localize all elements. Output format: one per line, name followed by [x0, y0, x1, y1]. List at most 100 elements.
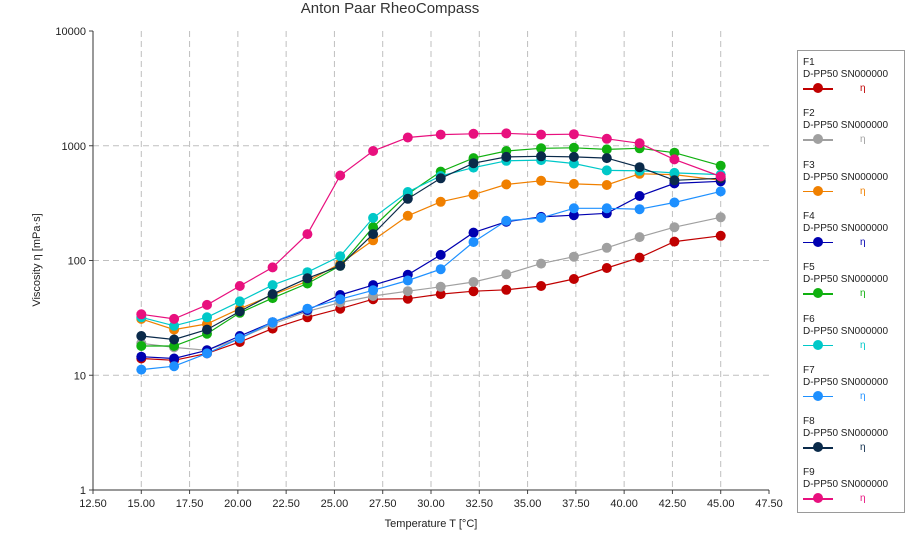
data-point	[501, 215, 512, 226]
y-tick-label: 1	[80, 485, 86, 497]
series-line-f3	[141, 173, 721, 331]
legend-symbol: η	[860, 185, 866, 197]
legend-symbol: η	[860, 442, 866, 454]
data-point	[669, 167, 680, 178]
legend-series-name: F1	[803, 57, 815, 68]
data-point	[169, 361, 180, 372]
y-tick-label: 10	[74, 370, 86, 382]
data-point	[536, 212, 547, 223]
data-point	[136, 351, 147, 362]
legend-item-f9: F9 D-PP50 SN000000 η	[798, 467, 904, 519]
x-tick-label: 32.50	[466, 498, 494, 510]
y-tick-label: 10000	[55, 26, 86, 38]
data-point	[169, 313, 180, 324]
data-point	[634, 204, 645, 215]
data-point	[601, 153, 612, 164]
legend-device: D-PP50 SN000000	[803, 222, 889, 234]
data-point	[568, 251, 579, 262]
data-point	[136, 364, 147, 375]
series-layer	[136, 128, 726, 375]
legend-device: D-PP50 SN000000	[803, 325, 889, 337]
data-point	[568, 203, 579, 214]
legend-symbol: η	[860, 390, 866, 402]
legend-device: D-PP50 SN000000	[803, 479, 889, 491]
legend-symbol: η	[860, 339, 866, 351]
series-line-f9	[141, 132, 721, 320]
legend-series-name: F8	[803, 416, 815, 428]
data-point	[468, 286, 479, 297]
x-tick-label: 12.50	[79, 498, 107, 510]
legend-device: D-PP50 SN000000	[803, 274, 889, 286]
data-point	[501, 179, 512, 190]
legend-device: D-PP50 SN000000	[803, 69, 889, 80]
legend-item-f5: F5 D-PP50 SN000000 η	[798, 262, 904, 314]
data-point	[368, 146, 379, 156]
data-point	[715, 212, 726, 223]
x-tick-label: 40.00	[610, 498, 638, 510]
data-point	[669, 197, 680, 208]
legend-item-f2: F2 D-PP50 SN000000 η	[798, 108, 904, 160]
data-point	[234, 333, 245, 344]
legend-marker-swatch	[813, 288, 823, 299]
data-point	[136, 341, 147, 351]
data-point	[601, 165, 612, 176]
legend-item-f1: F1 D-PP50 SN000000 η	[798, 57, 904, 109]
data-point	[335, 260, 346, 271]
data-point	[715, 160, 726, 171]
chart-title: Anton Paar RheoCompass	[300, 0, 480, 17]
legend-marker-swatch	[813, 236, 823, 247]
x-tick-label: 20.00	[224, 498, 252, 510]
data-point	[568, 151, 579, 162]
data-point	[501, 269, 512, 280]
data-point	[402, 293, 413, 304]
data-point	[202, 324, 212, 335]
data-point	[634, 162, 645, 173]
data-point	[335, 251, 346, 262]
series-f9	[136, 128, 726, 324]
data-point	[368, 229, 379, 240]
data-point	[536, 151, 547, 162]
legend-item-f3: F3 D-PP50 SN000000 η	[798, 160, 904, 212]
legend-marker-swatch	[813, 134, 823, 145]
data-point	[267, 280, 278, 291]
legend-marker-swatch	[813, 493, 823, 504]
legend-series-name: F3	[803, 159, 815, 171]
data-point	[335, 170, 346, 181]
series-line-f6	[141, 159, 721, 327]
series-line-f1	[141, 235, 721, 361]
data-point	[669, 236, 680, 247]
legend-marker-swatch	[813, 185, 823, 196]
data-point	[402, 210, 413, 221]
data-point	[202, 299, 212, 310]
data-point	[536, 281, 547, 291]
legend-item-f7: F7 D-PP50 SN000000 η	[798, 365, 904, 417]
x-tick-label: 15.00	[128, 498, 156, 510]
data-point	[601, 242, 612, 253]
data-point	[302, 303, 313, 314]
data-point	[536, 175, 547, 186]
x-tick-label: 37.50	[562, 498, 590, 510]
series-line-f4	[141, 180, 721, 360]
x-tick-label: 35.00	[514, 498, 542, 510]
legend-marker-swatch	[813, 83, 823, 93]
legend-marker-swatch	[813, 339, 823, 350]
legend-item-f6: F6 D-PP50 SN000000 η	[798, 314, 904, 366]
data-point	[368, 222, 379, 233]
x-tick-label: 45.00	[707, 498, 735, 510]
data-point	[568, 142, 579, 153]
data-point	[501, 151, 512, 162]
series-f7	[136, 186, 726, 375]
data-point	[435, 289, 446, 300]
data-point	[601, 133, 612, 144]
data-point	[536, 129, 547, 140]
data-point	[468, 277, 479, 287]
x-tick-label: 22.50	[272, 498, 300, 510]
data-point	[568, 178, 579, 189]
data-point	[634, 252, 645, 263]
data-point	[468, 189, 479, 200]
x-axis-label: Temperature T [°C]	[385, 518, 478, 530]
data-point	[634, 232, 645, 243]
data-point	[536, 258, 547, 269]
data-point	[234, 296, 245, 307]
